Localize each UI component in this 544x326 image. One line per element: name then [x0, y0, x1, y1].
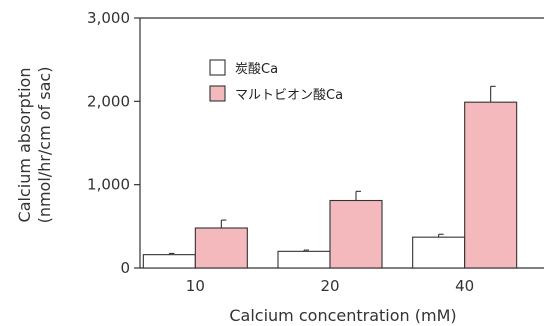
bar-calcium-maltobionate [194, 227, 248, 269]
bar-calcium-maltobionate [464, 101, 518, 269]
y-axis-title-line-1: Calcium absorption [15, 68, 34, 223]
legend-label: マルトビオン酸Ca [235, 88, 343, 103]
legend-swatch [209, 85, 226, 102]
y-tick-label: 0 [120, 259, 130, 277]
y-tick-label: 2,000 [87, 92, 130, 110]
y-ticks: 0 1,000 2,000 3,000 [87, 9, 140, 277]
y-axis-title-line-2: (nmol/hr/cm of sac) [35, 67, 54, 224]
bar-calcium-carbonate [142, 254, 196, 269]
y-tick-label: 1,000 [87, 176, 130, 194]
x-tick-label: 10 [186, 277, 205, 295]
x-tick-label: 40 [455, 277, 474, 295]
bar-calcium-carbonate [412, 236, 466, 269]
bars [142, 85, 518, 269]
x-ticks: 10 20 40 [186, 277, 474, 295]
x-tick-label: 20 [320, 277, 339, 295]
y-tick-label: 3,000 [87, 9, 130, 27]
legend-swatch [209, 59, 226, 76]
bar-calcium-carbonate [277, 250, 331, 269]
bar-calcium-maltobionate [329, 199, 383, 269]
legend: 炭酸Ca マルトビオン酸Ca [209, 59, 343, 103]
x-axis-title: Calcium concentration (mM) [229, 306, 456, 325]
legend-label: 炭酸Ca [235, 62, 278, 77]
